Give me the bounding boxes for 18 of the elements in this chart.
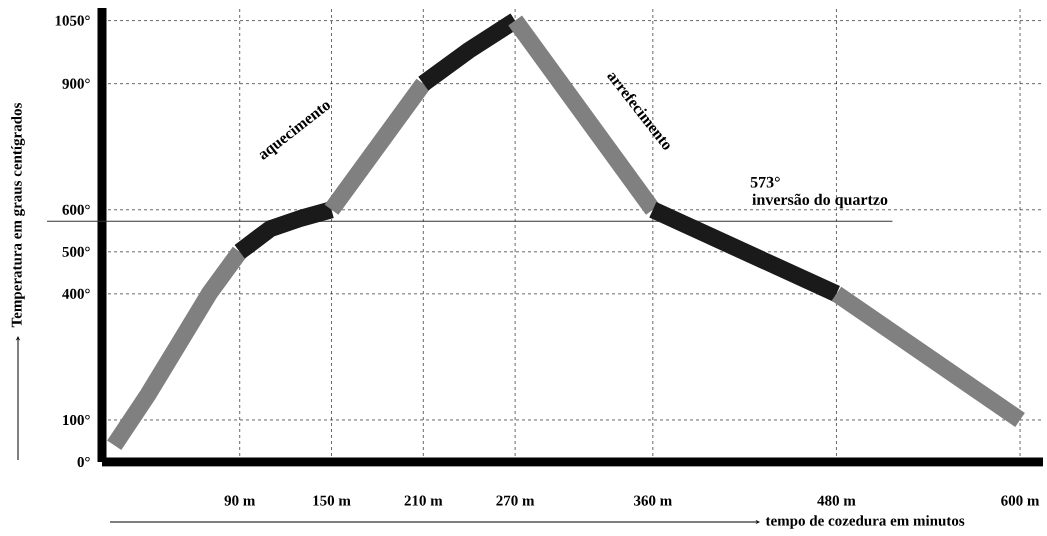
x-axis-title: tempo de cozedura em minutos <box>765 515 965 529</box>
y-tick-label: 600° <box>62 204 90 215</box>
annotation: inversão do quartzo <box>752 193 888 209</box>
x-tick-label: 90 m <box>224 495 256 506</box>
y-tick-label: 1050° <box>55 15 90 26</box>
y-tick-label: 900° <box>62 78 90 89</box>
y-tick-label: 400° <box>62 288 90 299</box>
x-tick-label: 600 m <box>1001 495 1040 506</box>
x-tick-label: 270 m <box>496 495 535 506</box>
y-tick-label: 100° <box>63 414 90 426</box>
x-tick-label: 150 m <box>313 495 351 506</box>
x-tick-label: 360 m <box>634 495 672 506</box>
ref-line-label: 573° <box>750 176 780 188</box>
y-tick-label: 500° <box>62 246 90 257</box>
x-tick-label: 480 m <box>817 495 856 506</box>
y-tick-label: 0° <box>77 456 90 468</box>
y-axis-title: Temperatura em graus centígrados <box>11 102 25 328</box>
x-tick-label: 210 m <box>404 495 443 506</box>
